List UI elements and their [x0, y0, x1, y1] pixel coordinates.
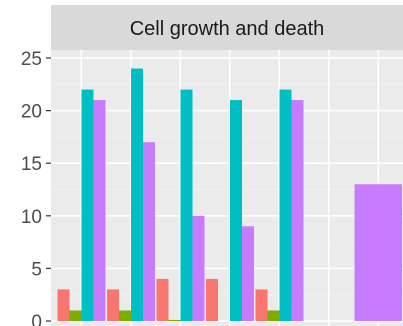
- y-tick-label: 15: [21, 154, 42, 175]
- bar: [69, 310, 82, 321]
- y-axis: 0 5 10 15 20 25: [21, 49, 51, 326]
- bar: [242, 226, 254, 321]
- bar: [156, 278, 169, 321]
- bar: [206, 278, 218, 321]
- y-tick-label: 0: [31, 312, 42, 326]
- bar: [354, 184, 402, 321]
- bar: [119, 310, 131, 321]
- y-tick-label: 20: [21, 102, 42, 123]
- plot-panel: [51, 50, 403, 326]
- bar: [168, 319, 181, 321]
- bar: [180, 89, 193, 321]
- bar: [267, 310, 280, 321]
- bar: [230, 100, 242, 321]
- y-tick-label: 5: [31, 259, 42, 280]
- bar: [291, 100, 304, 321]
- bar: [131, 68, 143, 322]
- y-tick-label: 25: [21, 49, 42, 70]
- bar: [107, 289, 119, 321]
- bar: [143, 142, 155, 321]
- bars: [57, 68, 402, 322]
- bar: [93, 100, 106, 321]
- bar: [255, 289, 268, 321]
- facet-strip-label: Cell growth and death: [130, 18, 325, 40]
- facet-strip: [51, 5, 403, 50]
- bar: [57, 289, 70, 321]
- bar: [279, 89, 292, 321]
- bar: [81, 89, 94, 321]
- y-tick-label: 10: [21, 207, 42, 228]
- bar: [192, 215, 205, 321]
